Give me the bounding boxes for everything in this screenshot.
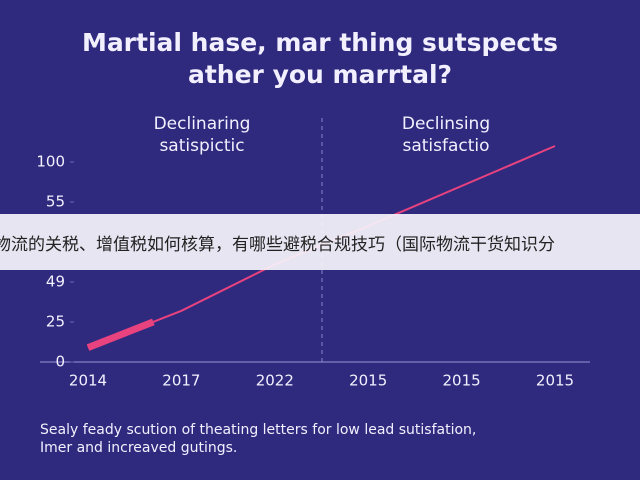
- text-line: Declinaring: [154, 114, 251, 134]
- y-tick-label: 55: [46, 193, 65, 211]
- text-line: satisfactio: [402, 136, 489, 156]
- x-tick-label: 2014: [69, 372, 107, 390]
- chart-title: Martial hase, mar thing sutspects: [82, 28, 558, 57]
- y-tick-label: 25: [46, 313, 65, 331]
- text-line: Imer and increaved gutings.: [40, 440, 237, 456]
- y-tick-label: 0: [55, 353, 65, 371]
- text-line: Declinsing: [402, 114, 490, 134]
- x-tick-label: 2015: [536, 372, 574, 390]
- y-tick-label: 100: [36, 153, 65, 171]
- x-tick-label: 2015: [443, 372, 481, 390]
- text-block: Sealy feady scution of theating letters …: [40, 422, 476, 456]
- chart-subtitle: ather you marrtal?: [188, 60, 452, 89]
- x-tick-label: 2017: [162, 372, 200, 390]
- banner-text: 物流的关税、增值税如何核算，有哪些避税合规技巧（国际物流干货知识分: [0, 234, 555, 255]
- text-block: Declinsing satisfactio: [402, 114, 490, 156]
- highlight-segment: [86, 318, 155, 351]
- text-block: Declinaring satispictic: [154, 114, 251, 156]
- x-tick-label: 2015: [349, 372, 387, 390]
- y-tick-label: 49: [46, 273, 65, 291]
- overlay-banner[interactable]: 物流的关税、增值税如何核算，有哪些避税合规技巧（国际物流干货知识分: [0, 214, 640, 270]
- text-line: satispictic: [159, 136, 244, 156]
- x-tick-label: 2022: [256, 372, 294, 390]
- text-line: Sealy feady scution of theating letters …: [40, 422, 476, 438]
